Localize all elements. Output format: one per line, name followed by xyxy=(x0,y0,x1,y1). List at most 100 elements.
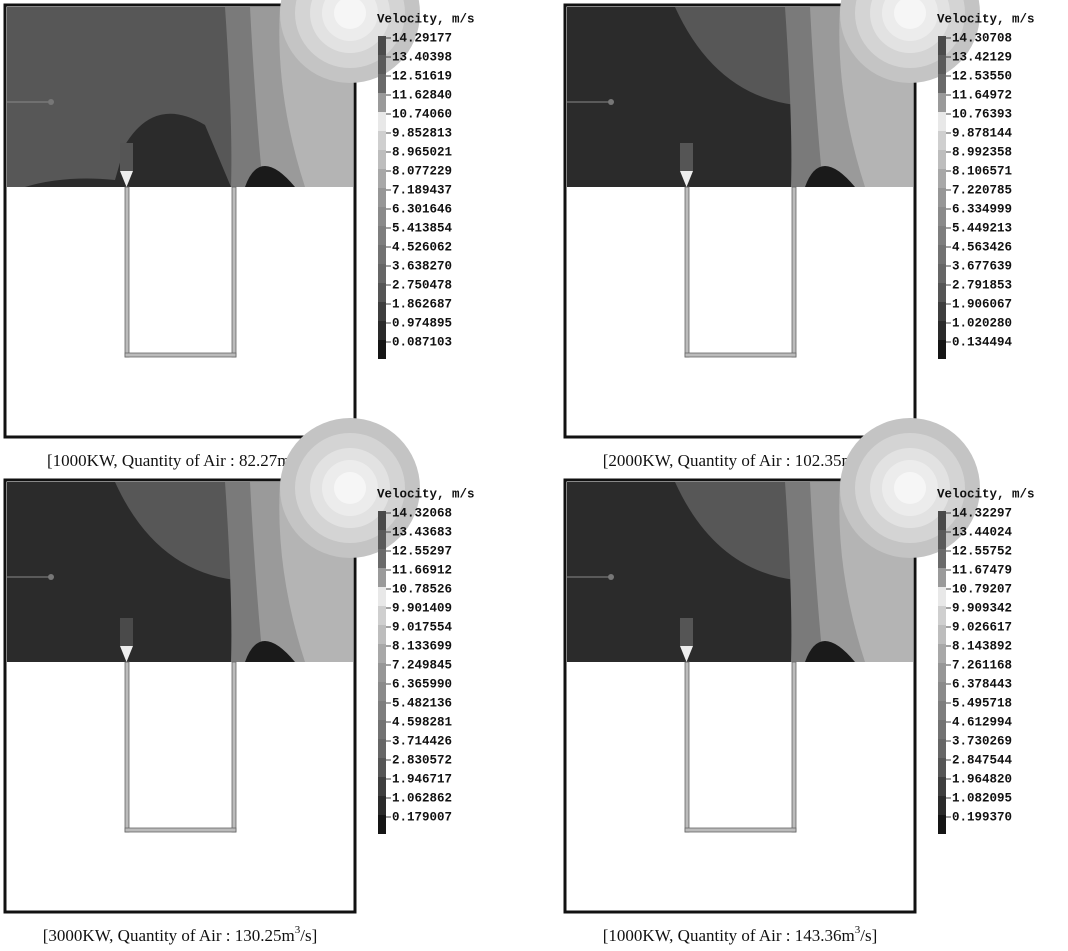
legend-label: 14.30708 xyxy=(952,31,1012,45)
contour-plot xyxy=(565,418,980,912)
legend-label: 3.714426 xyxy=(392,734,452,748)
panel: Velocity, m/s14.3206813.4368312.5529711.… xyxy=(5,418,475,945)
legend-swatch xyxy=(378,777,386,796)
legend-swatch xyxy=(378,587,386,606)
legend-swatch xyxy=(938,188,946,207)
legend-swatch xyxy=(378,606,386,625)
legend-label: 8.106571 xyxy=(952,164,1012,178)
legend-swatch xyxy=(378,568,386,587)
legend-title: Velocity, m/s xyxy=(937,12,1035,26)
legend-swatch xyxy=(378,530,386,549)
panel: Velocity, m/s14.3070813.4212912.5355011.… xyxy=(565,0,1035,470)
legend-swatch xyxy=(378,625,386,644)
probe-tip xyxy=(48,99,54,105)
legend-swatch xyxy=(378,682,386,701)
legend-swatch xyxy=(938,815,946,834)
legend-label: 4.563426 xyxy=(952,240,1012,254)
legend-swatch xyxy=(378,36,386,55)
probe-tip xyxy=(608,99,614,105)
legend-swatch xyxy=(378,549,386,568)
caption-text: [3000KW, Quantity of Air : 130.25m xyxy=(43,926,295,945)
shaft-bottom xyxy=(125,828,236,832)
legend-swatch xyxy=(378,663,386,682)
legend-swatch xyxy=(938,302,946,321)
legend-swatch xyxy=(378,112,386,131)
caption-text: [1000KW, Quantity of Air : 82.27m xyxy=(47,451,291,470)
legend-swatch xyxy=(378,226,386,245)
caption: [3000KW, Quantity of Air : 130.25m3/s] xyxy=(43,924,318,945)
panel: Velocity, m/s14.2917713.4039812.5161911.… xyxy=(5,0,475,470)
legend-label: 8.143892 xyxy=(952,639,1012,653)
legend-swatch xyxy=(378,150,386,169)
legend-swatch xyxy=(938,93,946,112)
legend-label: 1.862687 xyxy=(392,297,452,311)
legend-label: 7.189437 xyxy=(392,183,452,197)
legend-label: 3.677639 xyxy=(952,259,1012,273)
legend-swatch xyxy=(378,796,386,815)
shaft-right xyxy=(232,187,236,357)
legend-swatch xyxy=(378,245,386,264)
caption-tail: /s] xyxy=(300,926,317,945)
legend-swatch xyxy=(378,55,386,74)
caption-text: [2000KW, Quantity of Air : 102.35m xyxy=(603,451,855,470)
nozzle xyxy=(680,618,693,646)
legend-title: Velocity, m/s xyxy=(937,487,1035,501)
legend-swatch xyxy=(938,625,946,644)
legend-label: 8.133699 xyxy=(392,639,452,653)
legend-swatch xyxy=(378,815,386,834)
legend-label: 2.830572 xyxy=(392,753,452,767)
legend-label: 5.495718 xyxy=(952,696,1012,710)
legend-label: 7.261168 xyxy=(952,658,1012,672)
legend-swatch xyxy=(938,321,946,340)
legend-swatch xyxy=(938,245,946,264)
shaft-left xyxy=(125,187,129,357)
legend-swatch xyxy=(378,511,386,530)
legend-label: 9.852813 xyxy=(392,126,452,140)
legend-label: 14.29177 xyxy=(392,31,452,45)
legend-label: 12.55297 xyxy=(392,544,452,558)
legend-label: 1.946717 xyxy=(392,772,452,786)
legend-label: 12.55752 xyxy=(952,544,1012,558)
shaft-right xyxy=(792,187,796,357)
legend-label: 9.878144 xyxy=(952,126,1013,140)
legend-label: 1.964820 xyxy=(952,772,1012,786)
legend-swatch xyxy=(938,150,946,169)
legend-label: 11.62840 xyxy=(392,88,452,102)
legend-swatch xyxy=(938,720,946,739)
legend-label: 10.79207 xyxy=(952,582,1012,596)
legend-label: 6.378443 xyxy=(952,677,1012,691)
legend-label: 8.077229 xyxy=(392,164,452,178)
legend-swatch xyxy=(938,530,946,549)
contour-plot xyxy=(565,0,980,437)
legend-label: 5.482136 xyxy=(392,696,452,710)
legend-label: 9.026617 xyxy=(952,620,1012,634)
legend-label: 8.965021 xyxy=(392,145,452,159)
shaft-bottom xyxy=(125,353,236,357)
legend-label: 4.598281 xyxy=(392,715,452,729)
legend-swatch xyxy=(938,36,946,55)
legend-swatch xyxy=(378,758,386,777)
legend-swatch xyxy=(378,340,386,359)
figure: Velocity, m/s14.2917713.4039812.5161911.… xyxy=(0,0,1068,946)
legend-swatch xyxy=(378,169,386,188)
legend-label: 12.51619 xyxy=(392,69,452,83)
legend-title: Velocity, m/s xyxy=(377,12,475,26)
shaft-left xyxy=(685,187,689,357)
probe-tip xyxy=(608,574,614,580)
nozzle xyxy=(120,143,133,171)
contour-plot xyxy=(5,0,420,437)
legend-swatch xyxy=(938,226,946,245)
legend-label: 1.062862 xyxy=(392,791,452,805)
legend-label: 0.974895 xyxy=(392,316,452,330)
legend-swatch xyxy=(378,74,386,93)
legend-label: 6.365990 xyxy=(392,677,452,691)
shaft-right xyxy=(792,662,796,832)
legend-swatch xyxy=(938,74,946,93)
panel: Velocity, m/s14.3229713.4402412.5575211.… xyxy=(565,418,1035,945)
shaft-left xyxy=(125,662,129,832)
legend-swatch xyxy=(938,644,946,663)
legend-label: 1.082095 xyxy=(952,791,1012,805)
legend-swatch xyxy=(938,663,946,682)
legend-title: Velocity, m/s xyxy=(377,487,475,501)
legend-label: 13.43683 xyxy=(392,525,452,539)
